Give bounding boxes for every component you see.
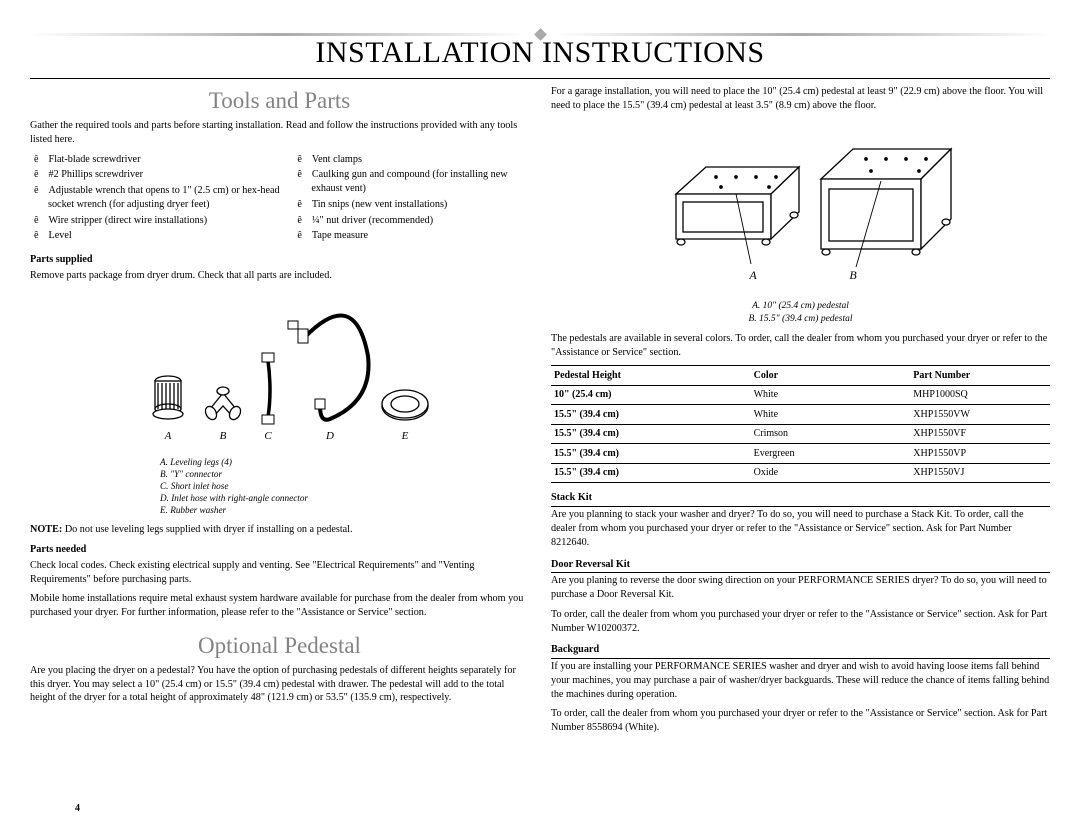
- parts-supplied-text: Remove parts package from dryer drum. Ch…: [30, 269, 529, 283]
- backguard-p1: If you are installing your PERFORMANCE S…: [551, 660, 1050, 701]
- th-partno: Part Number: [910, 366, 1050, 386]
- pedestal-table: Pedestal Height Color Part Number 10" (2…: [551, 365, 1050, 483]
- parts-needed-p1: Check local codes. Check existing electr…: [30, 559, 529, 587]
- stack-kit-heading: Stack Kit: [551, 491, 1050, 507]
- svg-text:A: A: [748, 268, 757, 282]
- optional-pedestal-text: Are you placing the dryer on a pedestal?…: [30, 664, 529, 705]
- backguard-heading: Backguard: [551, 643, 1050, 659]
- pedestal-legend: A. 10" (25.4 cm) pedestal B. 15.5" (39.4…: [551, 300, 1050, 326]
- tool-item: Tape measure: [293, 229, 529, 243]
- tool-item: Wire stripper (direct wire installations…: [30, 214, 285, 228]
- tools-parts-heading: Tools and Parts: [30, 85, 529, 116]
- parts-illustration: A B C D E: [30, 291, 529, 456]
- stack-kit-text: Are you planning to stack your washer an…: [551, 508, 1050, 549]
- th-height: Pedestal Height: [551, 366, 751, 386]
- tool-item: Caulking gun and compound (for installin…: [293, 168, 529, 196]
- note-line: NOTE: Do not use leveling legs supplied …: [30, 523, 529, 537]
- svg-text:E: E: [400, 430, 408, 442]
- svg-text:D: D: [325, 430, 334, 442]
- tool-item: Tin snips (new vent installations): [293, 198, 529, 212]
- parts-needed-heading: Parts needed: [30, 543, 529, 557]
- pedestal-illustration: A B: [551, 119, 1050, 299]
- optional-pedestal-heading: Optional Pedestal: [30, 630, 529, 661]
- table-row: 10" (25.4 cm)WhiteMHP1000SQ: [551, 385, 1050, 405]
- door-reversal-p2: To order, call the dealer from whom you …: [551, 608, 1050, 636]
- svg-text:B: B: [219, 430, 226, 442]
- table-row: 15.5" (39.4 cm)WhiteXHP1550VW: [551, 405, 1050, 425]
- svg-text:C: C: [264, 430, 272, 442]
- svg-text:A: A: [163, 430, 171, 442]
- backguard-p2: To order, call the dealer from whom you …: [551, 707, 1050, 735]
- tool-item: ¼" nut driver (recommended): [293, 214, 529, 228]
- door-reversal-p1: Are you planing to reverse the door swin…: [551, 574, 1050, 602]
- th-color: Color: [751, 366, 911, 386]
- tools-intro: Gather the required tools and parts befo…: [30, 119, 529, 147]
- tool-item: #2 Phillips screwdriver: [30, 168, 285, 182]
- parts-supplied-heading: Parts supplied: [30, 253, 529, 267]
- table-row: 15.5" (39.4 cm)EvergreenXHP1550VP: [551, 444, 1050, 464]
- page-number: 4: [75, 803, 80, 814]
- garage-text: For a garage installation, you will need…: [551, 85, 1050, 113]
- pedestals-avail-text: The pedestals are available in several c…: [551, 332, 1050, 360]
- tool-item: Flat-blade screwdriver: [30, 153, 285, 167]
- tool-item: Vent clamps: [293, 153, 529, 167]
- door-reversal-heading: Door Reversal Kit: [551, 558, 1050, 574]
- tool-item: Level: [30, 229, 285, 243]
- right-column: For a garage installation, you will need…: [551, 85, 1050, 741]
- parts-needed-p2: Mobile home installations require metal …: [30, 592, 529, 620]
- tool-item: Adjustable wrench that opens to 1" (2.5 …: [30, 184, 285, 212]
- parts-legend: A. Leveling legs (4) B. "Y" connector C.…: [160, 457, 529, 517]
- table-row: 15.5" (39.4 cm)OxideXHP1550VJ: [551, 463, 1050, 483]
- left-column: Tools and Parts Gather the required tool…: [30, 85, 529, 741]
- svg-text:B: B: [849, 268, 857, 282]
- table-row: 15.5" (39.4 cm)CrimsonXHP1550VF: [551, 424, 1050, 444]
